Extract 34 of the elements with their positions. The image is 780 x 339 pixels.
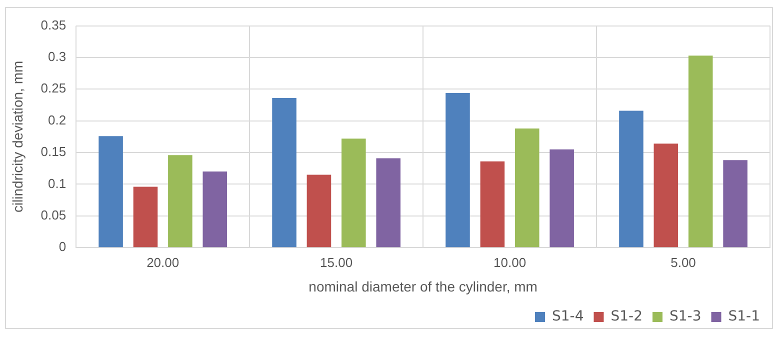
- bar: [446, 92, 470, 248]
- y-tick-label: 0.25: [40, 80, 66, 96]
- bar: [688, 56, 713, 248]
- bar: [654, 144, 678, 248]
- x-tick-label: 15.00: [320, 254, 353, 270]
- y-tick-label: 0.15: [40, 144, 66, 160]
- bar: [550, 149, 574, 248]
- legend-label: S1-3: [669, 308, 702, 325]
- y-tick-label: 0.05: [40, 207, 66, 222]
- bar: [514, 128, 540, 248]
- legend-label: S1-1: [728, 308, 760, 325]
- bar: [723, 160, 748, 248]
- bar: [619, 110, 644, 248]
- bar: [306, 174, 332, 248]
- bar: [133, 186, 158, 248]
- y-tick-label: 0.35: [40, 17, 66, 32]
- bar: [168, 155, 192, 248]
- bar: [342, 138, 366, 248]
- bar: [272, 98, 296, 248]
- bar: [480, 161, 505, 248]
- x-tick-label: 10.00: [494, 254, 526, 270]
- bar: [98, 136, 123, 248]
- y-axis-title: cilindricity deviation, mm: [9, 60, 26, 213]
- x-tick-label: 5.00: [670, 254, 696, 270]
- legend-label: S1-2: [610, 308, 643, 325]
- y-tick-label: 0.2: [48, 112, 66, 128]
- x-axis-title: nominal diameter of the cylinder, mm: [308, 278, 538, 294]
- bar: [202, 172, 228, 248]
- bar: [376, 158, 400, 248]
- x-tick-label: 20.00: [146, 254, 180, 270]
- legend-label: S1-4: [552, 308, 584, 325]
- y-tick-label: 0.3: [48, 49, 66, 64]
- y-tick-label: 0.1: [48, 176, 66, 191]
- y-tick-label: 0: [58, 239, 66, 254]
